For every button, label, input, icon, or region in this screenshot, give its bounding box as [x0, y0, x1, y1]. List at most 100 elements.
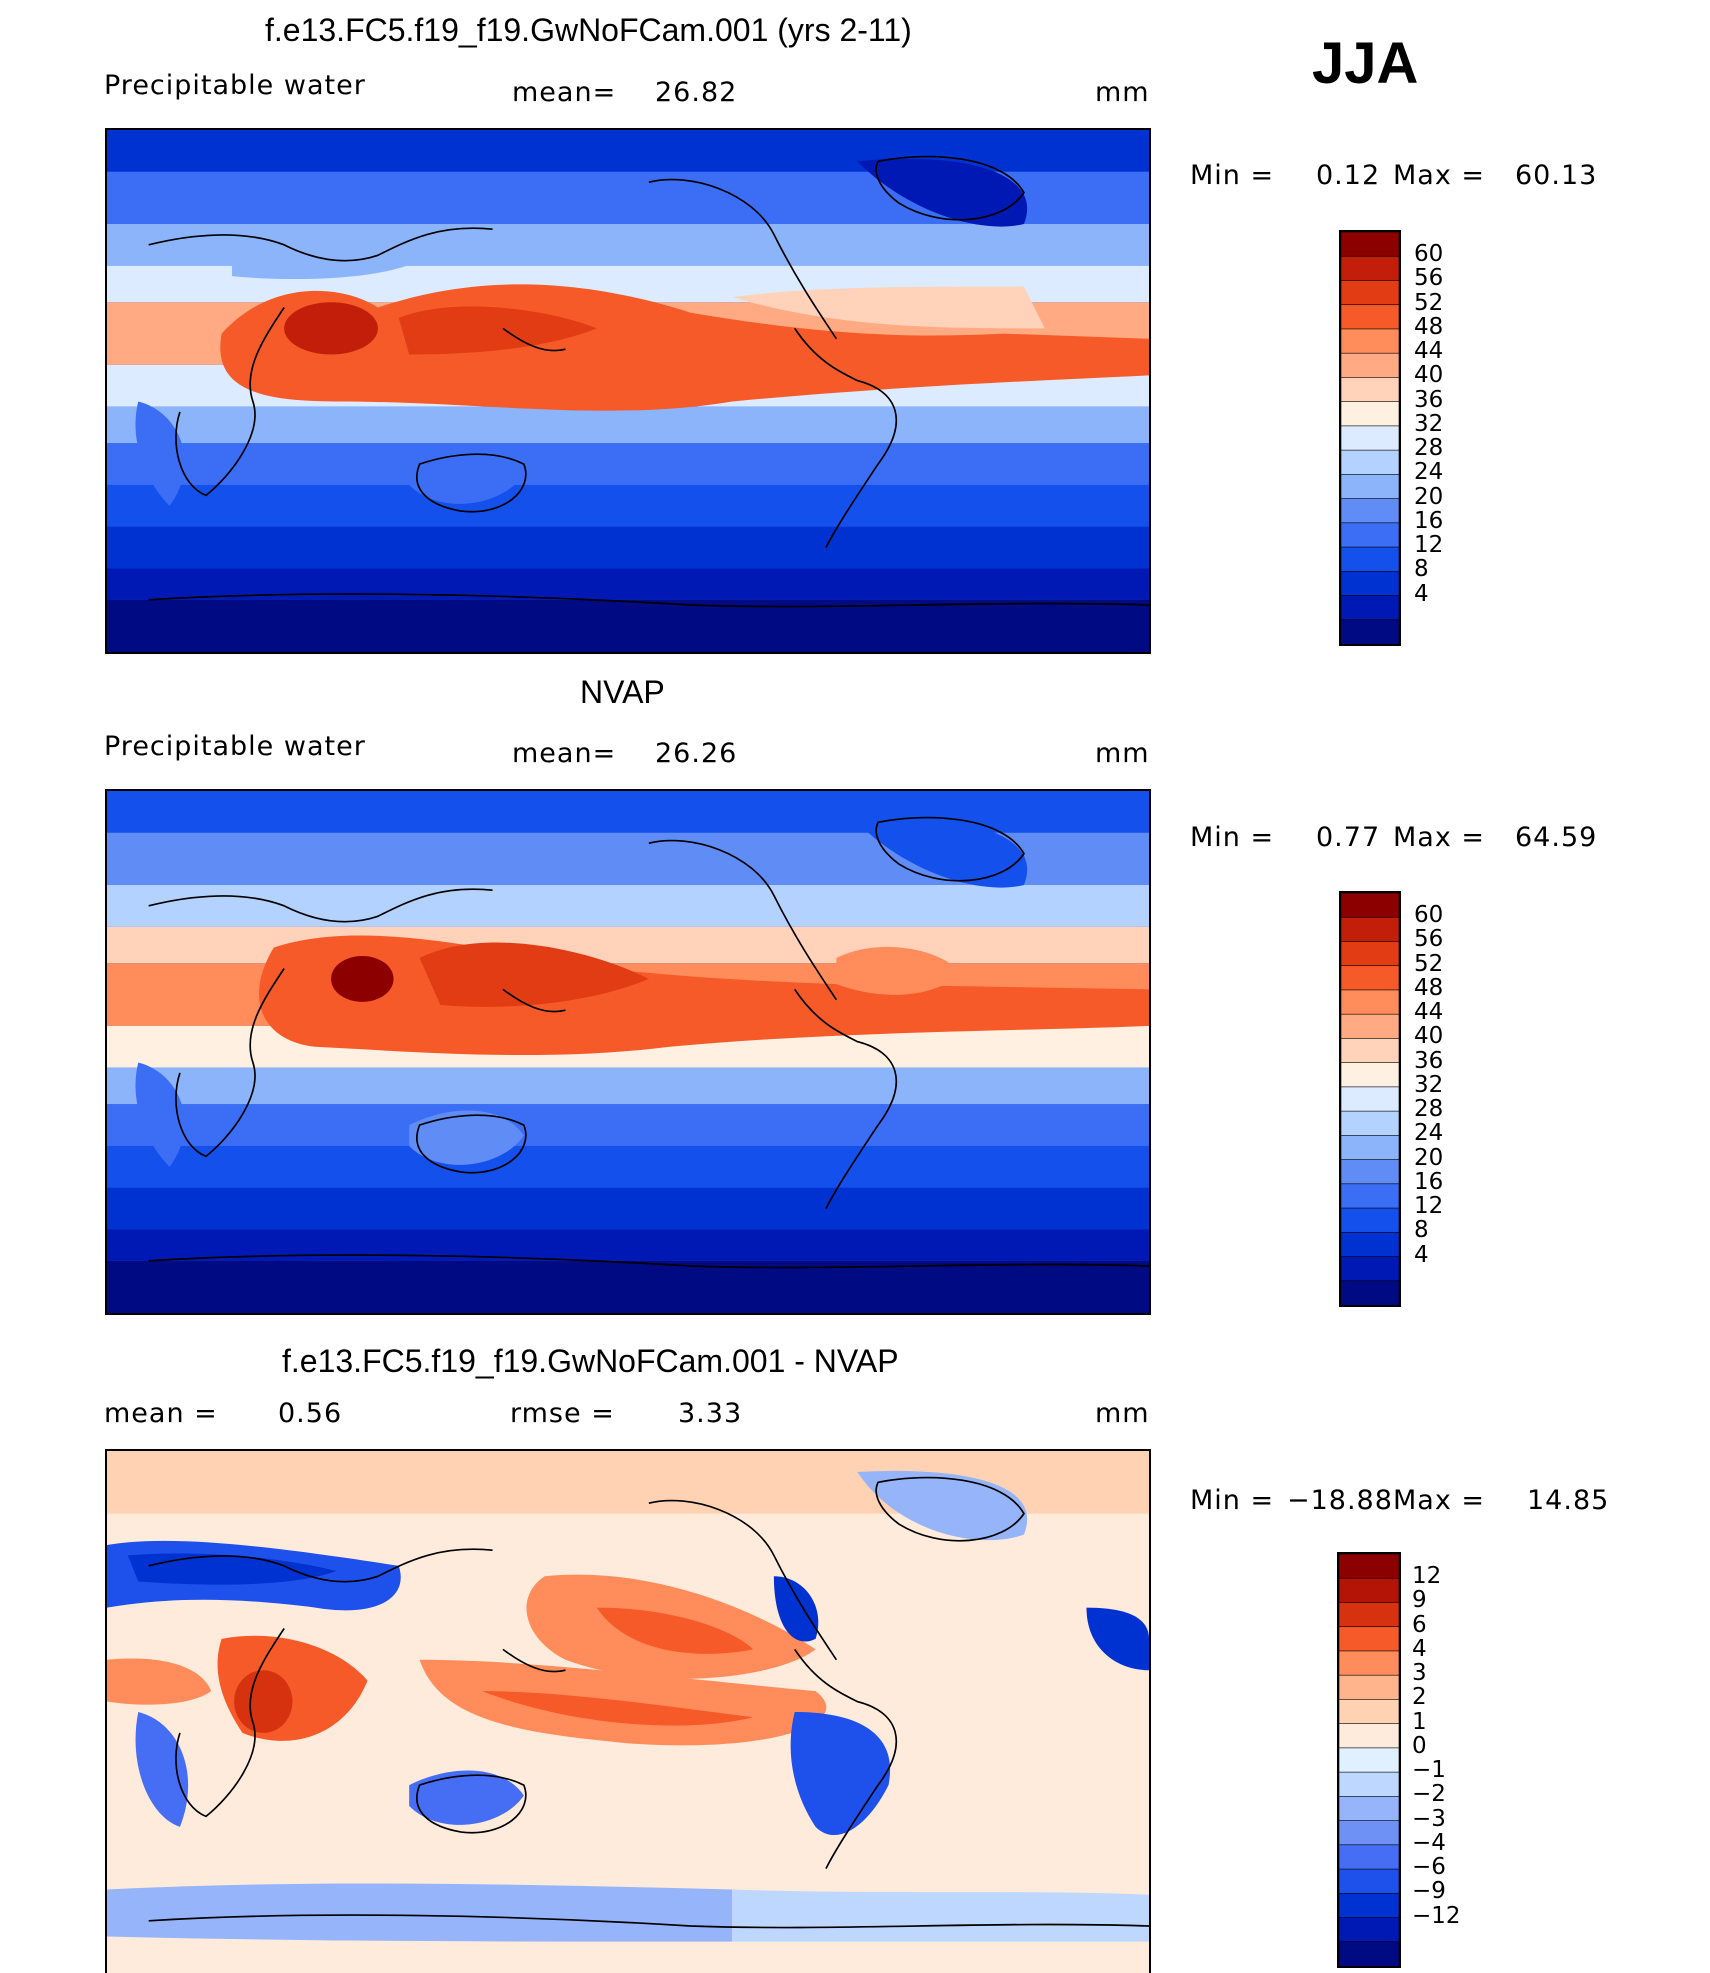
- colorbar-tick-label: 40: [1414, 362, 1444, 389]
- colorbar-swatch: [1341, 619, 1399, 644]
- colorbar-swatch: [1339, 1626, 1399, 1652]
- colorbar-swatch: [1339, 1771, 1399, 1798]
- colorbar-tick-label: 16: [1414, 507, 1444, 534]
- colorbar-swatch: [1341, 377, 1399, 403]
- panel3-min-label: Min =: [1190, 1485, 1275, 1516]
- colorbar-tick-label: −4: [1412, 1829, 1446, 1856]
- colorbar-swatch: [1341, 1086, 1399, 1113]
- colorbar-tick-label: 12: [1414, 532, 1444, 559]
- colorbar-tick-label: 60: [1414, 241, 1444, 268]
- colorbar-swatch: [1339, 1747, 1399, 1774]
- colorbar-tick-label: 4: [1414, 580, 1429, 607]
- season-label: JJA: [1312, 31, 1419, 96]
- colorbar-tick-label: 4: [1414, 1241, 1429, 1268]
- panel2-min-label: Min =: [1190, 822, 1275, 853]
- panel1-max-label: Max =: [1393, 160, 1486, 191]
- colorbar-swatch: [1341, 449, 1399, 476]
- colorbar-swatch: [1341, 1135, 1399, 1161]
- panel2-colorbar-swatches: [1341, 893, 1399, 1305]
- panel3-colorbar: [1337, 1552, 1401, 1968]
- colorbar-tick-label: −9: [1412, 1878, 1446, 1905]
- colorbar-tick-label: −12: [1412, 1902, 1461, 1929]
- panel3-max-label: Max =: [1393, 1485, 1486, 1516]
- colorbar-swatch: [1341, 941, 1399, 967]
- colorbar-swatch: [1341, 1231, 1399, 1258]
- panel1-min-label: Min =: [1190, 160, 1275, 191]
- colorbar-tick-label: −6: [1412, 1854, 1446, 1881]
- colorbar-swatch: [1341, 916, 1399, 943]
- colorbar-swatch: [1341, 1038, 1399, 1064]
- colorbar-swatch: [1341, 1207, 1399, 1234]
- colorbar-tick-label: −3: [1412, 1805, 1446, 1832]
- panel1-colorbar-swatches: [1341, 232, 1399, 644]
- panel1-map: [105, 128, 1151, 654]
- colorbar-tick-label: −1: [1412, 1757, 1446, 1784]
- colorbar-swatch: [1339, 1674, 1399, 1701]
- panel2-mean-label: mean=: [512, 738, 617, 769]
- colorbar-tick-label: 28: [1414, 435, 1444, 462]
- colorbar-swatch: [1341, 352, 1399, 379]
- panel2-title: NVAP: [580, 674, 665, 710]
- panel2-map-field: [107, 791, 1149, 1313]
- panel3-max-value: 14.85: [1527, 1485, 1610, 1516]
- colorbar-swatch: [1341, 255, 1399, 282]
- colorbar-tick-label: 2: [1412, 1684, 1427, 1711]
- colorbar-tick-label: 52: [1414, 289, 1444, 316]
- panel2-units: mm: [1095, 738, 1150, 769]
- colorbar-tick-label: 36: [1414, 1047, 1444, 1074]
- colorbar-swatch: [1339, 1820, 1399, 1846]
- panel1-title: f.e13.FC5.f19_f19.GwNoFCam.001 (yrs 2-11…: [265, 12, 912, 48]
- colorbar-swatch: [1339, 1602, 1399, 1628]
- colorbar-tick-label: 4: [1412, 1635, 1427, 1662]
- panel2-max-value: 64.59: [1515, 822, 1598, 853]
- colorbar-tick-label: 48: [1414, 313, 1444, 340]
- colorbar-tick-label: 12: [1414, 1193, 1444, 1220]
- panel2-variable-label: Precipitable water: [104, 731, 366, 762]
- panel3-mean-value: 0.56: [278, 1398, 343, 1429]
- panel1-colorbar: [1339, 230, 1401, 646]
- panel1-variable-label: Precipitable water: [104, 70, 366, 101]
- colorbar-tick-label: 44: [1414, 338, 1444, 365]
- panel1-units: mm: [1095, 77, 1150, 108]
- panel2-max-label: Max =: [1393, 822, 1486, 853]
- colorbar-swatch: [1341, 893, 1399, 919]
- panel2-colorbar: [1339, 891, 1401, 1307]
- colorbar-swatch: [1341, 280, 1399, 306]
- colorbar-tick-label: 16: [1414, 1168, 1444, 1195]
- colorbar-swatch: [1341, 546, 1399, 573]
- colorbar-tick-label: 1: [1412, 1708, 1427, 1735]
- colorbar-swatch: [1341, 232, 1399, 258]
- colorbar-swatch: [1341, 304, 1399, 330]
- colorbar-tick-label: 40: [1414, 1023, 1444, 1050]
- colorbar-tick-label: 56: [1414, 926, 1444, 953]
- colorbar-swatch: [1341, 1013, 1399, 1040]
- panel2-map: [105, 789, 1151, 1315]
- colorbar-tick-label: 3: [1412, 1660, 1427, 1687]
- colorbar-swatch: [1339, 1796, 1399, 1822]
- colorbar-swatch: [1341, 595, 1399, 621]
- colorbar-tick-label: 52: [1414, 950, 1444, 977]
- panel1-min-value: 0.12: [1316, 160, 1381, 191]
- colorbar-swatch: [1339, 1723, 1399, 1749]
- colorbar-tick-label: 0: [1412, 1732, 1427, 1759]
- panel3-map-field: [107, 1451, 1149, 1973]
- colorbar-swatch: [1339, 1892, 1399, 1919]
- colorbar-tick-label: 44: [1414, 999, 1444, 1026]
- colorbar-tick-label: 28: [1414, 1096, 1444, 1123]
- panel1-max-value: 60.13: [1515, 160, 1598, 191]
- panel3-map: [105, 1449, 1151, 1973]
- colorbar-swatch: [1341, 1183, 1399, 1209]
- colorbar-swatch: [1339, 1554, 1399, 1580]
- colorbar-tick-label: 36: [1414, 386, 1444, 413]
- colorbar-tick-label: 8: [1414, 1217, 1429, 1244]
- colorbar-tick-label: 24: [1414, 1120, 1444, 1147]
- colorbar-swatch: [1341, 401, 1399, 427]
- panel3-min-value: −18.88: [1287, 1485, 1393, 1516]
- colorbar-swatch: [1339, 1941, 1399, 1966]
- colorbar-tick-label: 24: [1414, 459, 1444, 486]
- colorbar-swatch: [1339, 1844, 1399, 1870]
- panel3-rmse-label: rmse =: [510, 1398, 615, 1429]
- panel3-mean-label: mean =: [104, 1398, 218, 1429]
- colorbar-tick-label: 32: [1414, 410, 1444, 437]
- colorbar-tick-label: 20: [1414, 1144, 1444, 1171]
